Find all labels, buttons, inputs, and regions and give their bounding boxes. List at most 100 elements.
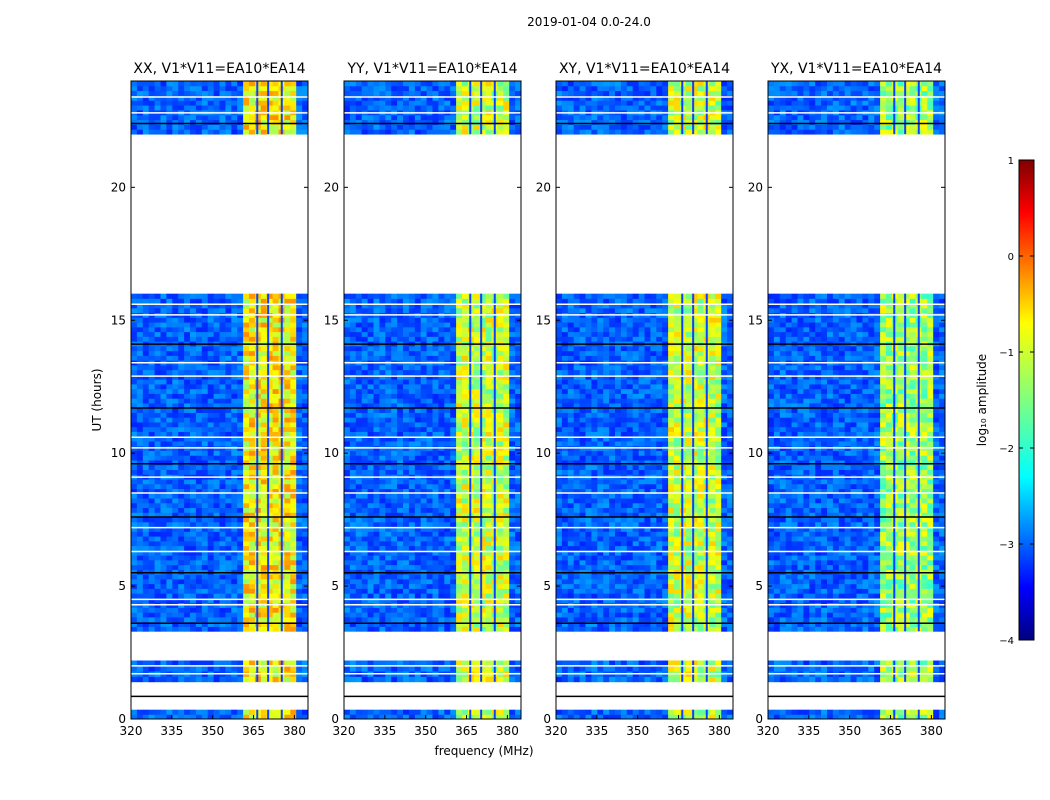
heatmap-cell [344, 621, 351, 627]
heatmap-cell [201, 660, 209, 667]
heatmap-cell [397, 676, 404, 683]
heatmap-cell [195, 660, 203, 667]
heatmap-cell [509, 331, 516, 337]
heatmap-cell [408, 521, 416, 528]
heatmap-cell [420, 379, 427, 385]
heatmap-cell [408, 303, 416, 309]
heatmap-cell [456, 307, 463, 314]
heatmap-cell [207, 85, 214, 92]
heatmap-cell [225, 417, 232, 423]
heatmap-cell [379, 307, 386, 314]
heatmap-cell [190, 81, 197, 87]
heatmap-cell [403, 464, 410, 471]
heatmap-cell [479, 384, 486, 390]
heatmap-cell [403, 612, 410, 618]
heatmap-cell [249, 317, 256, 323]
heatmap-cell [355, 612, 363, 618]
heatmap-cell [184, 469, 191, 475]
heatmap-cell [385, 336, 392, 342]
heatmap-cell [260, 336, 268, 342]
heatmap-cell [136, 331, 144, 337]
heatmap-cell [184, 379, 191, 385]
heatmap-cell [142, 374, 150, 380]
heatmap-cell [296, 460, 303, 466]
heatmap-cell [509, 488, 516, 494]
heatmap-cell [385, 536, 392, 542]
heatmap-cell [184, 464, 191, 471]
heatmap-cell [479, 455, 486, 461]
heatmap-cell [284, 336, 291, 342]
heatmap-cell [213, 90, 220, 96]
heatmap-cell [243, 105, 250, 111]
heatmap-cell [131, 364, 138, 371]
heatmap-cell [207, 398, 214, 404]
heatmap-cell [272, 709, 279, 715]
heatmap-cell [432, 441, 439, 447]
heatmap-cell [225, 507, 232, 513]
heatmap-cell [385, 612, 392, 618]
heatmap-cell [172, 364, 179, 371]
heatmap-cell [450, 345, 457, 352]
heatmap-cell [462, 483, 469, 490]
heatmap-cell [178, 469, 185, 475]
heatmap-cell [379, 460, 386, 466]
heatmap-cell [391, 502, 398, 509]
heatmap-cell [438, 436, 445, 442]
heatmap-cell [190, 369, 197, 375]
heatmap-cell [379, 709, 386, 715]
heatmap-cell [284, 479, 291, 485]
heatmap-cell [473, 450, 481, 456]
heatmap-cell [462, 384, 469, 390]
heatmap-cell [349, 612, 357, 618]
heatmap-cell [397, 550, 404, 556]
heatmap-cell [385, 326, 392, 333]
heatmap-cell [408, 665, 416, 672]
heatmap-cell [302, 555, 309, 561]
heatmap-cell [473, 469, 481, 475]
heatmap-cell [249, 124, 256, 130]
heatmap-cell [219, 483, 226, 490]
heatmap-cell [385, 550, 392, 556]
heatmap-cell [243, 455, 250, 461]
heatmap-cell [397, 498, 404, 504]
heatmap-cell [172, 85, 179, 92]
heatmap-cell [243, 521, 250, 528]
heatmap-cell [231, 526, 238, 532]
heatmap-cell [178, 709, 185, 715]
heatmap-cell [136, 460, 144, 466]
heatmap-cell [213, 326, 220, 333]
heatmap-cell [249, 545, 256, 551]
heatmap-cell [432, 588, 439, 594]
heatmap-cell [444, 455, 451, 461]
heatmap-cell [142, 526, 150, 532]
heatmap-cell [195, 676, 203, 683]
heatmap-cell [136, 676, 144, 683]
heatmap-cell [260, 676, 268, 683]
heatmap-cell [349, 521, 357, 528]
heatmap-cell [432, 612, 439, 618]
heatmap-cell [485, 384, 492, 390]
heatmap-cell [172, 559, 179, 566]
heatmap-cell [367, 574, 374, 580]
heatmap-cell [296, 307, 303, 314]
heatmap-cell [403, 621, 410, 627]
heatmap-cell [355, 317, 363, 323]
heatmap-cell [408, 322, 416, 328]
heatmap-cell [373, 469, 380, 475]
heatmap-cell [154, 578, 161, 585]
heatmap-cell [479, 607, 486, 613]
heatmap-cell [450, 374, 457, 380]
heatmap-cell [148, 298, 155, 304]
heatmap-cell [219, 498, 226, 504]
heatmap-cell [497, 526, 504, 532]
heatmap-cell [249, 617, 256, 623]
heatmap-cell [284, 588, 291, 594]
heatmap-cell [515, 512, 522, 518]
heatmap-cell [432, 676, 439, 683]
heatmap-cell [349, 460, 357, 466]
heatmap-cell [190, 345, 197, 352]
heatmap-cell [237, 450, 244, 456]
heatmap-cell [485, 559, 492, 566]
heatmap-cell [237, 483, 244, 490]
heatmap-cell [426, 488, 433, 494]
